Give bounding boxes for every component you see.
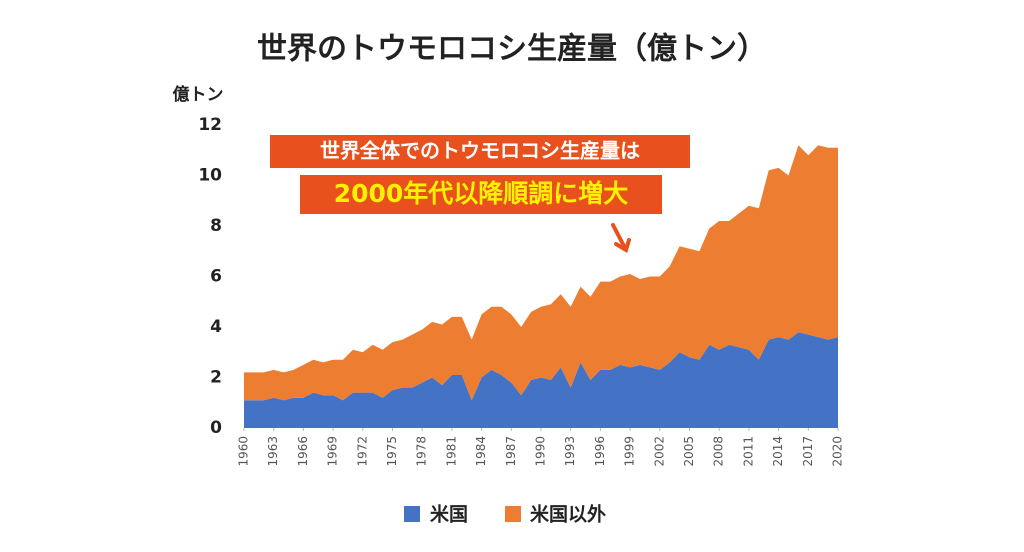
x-tick-label: 1981 (444, 436, 458, 467)
x-tick-label: 1978 (415, 436, 429, 467)
x-tick-label: 2017 (801, 436, 815, 467)
x-tick-label: 1993 (563, 436, 577, 467)
legend-swatch (505, 506, 521, 522)
x-tick-label: 1975 (385, 436, 399, 467)
y-tick-label: 8 (210, 216, 222, 236)
x-tick-label: 1966 (296, 436, 310, 467)
x-tick-label: 2014 (771, 436, 785, 467)
chart-title: 世界のトウモロコシ生産量（億トン） (257, 32, 767, 67)
annotation: 2000年代以降順調に増大 (334, 179, 629, 208)
y-tick-label: 12 (198, 115, 222, 135)
annotation-box (300, 175, 662, 214)
y-tick-label: 10 (198, 166, 222, 186)
x-tick-label: 1972 (355, 436, 369, 467)
y-tick-label: 0 (210, 418, 222, 438)
x-tick-label: 1984 (474, 436, 488, 467)
legend-label: 米国 (430, 503, 468, 526)
x-tick-label: 1960 (237, 436, 251, 467)
x-tick-label: 1999 (623, 436, 637, 467)
x-tick-label: 1990 (534, 436, 548, 467)
x-tick-label: 1963 (266, 436, 280, 467)
legend-label: 米国以外 (530, 503, 606, 526)
plot-area (244, 145, 838, 428)
y-tick-label: 6 (210, 267, 222, 287)
area (244, 332, 838, 428)
annotation: 世界全体でのトウモロコシ生産量は (320, 139, 640, 163)
legend-swatch (404, 506, 420, 522)
x-tick-label: 1987 (504, 436, 518, 467)
x-tick-label: 2005 (682, 436, 696, 467)
x-tick-label: 1996 (593, 436, 607, 467)
area (244, 145, 838, 401)
y-axis-label: 億トン (173, 84, 224, 105)
annotation-arrow (611, 223, 631, 254)
x-tick-label: 2008 (712, 436, 726, 467)
annotation-box (270, 135, 690, 168)
y-tick-label: 4 (210, 317, 222, 337)
x-tick-label: 1969 (326, 436, 340, 467)
legend: 米国 米国以外 (404, 503, 606, 526)
x-tick-label: 2011 (741, 436, 755, 467)
x-tick-label: 2002 (652, 436, 666, 467)
y-tick-label: 2 (210, 368, 222, 388)
x-tick-label: 2020 (831, 436, 845, 467)
